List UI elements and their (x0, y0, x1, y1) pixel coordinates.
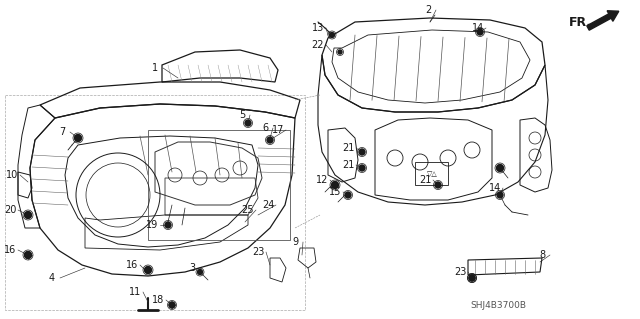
Circle shape (359, 165, 365, 171)
Circle shape (497, 165, 504, 172)
Text: 1: 1 (152, 63, 158, 73)
Text: 8: 8 (539, 250, 545, 260)
Circle shape (338, 50, 342, 54)
Text: 21: 21 (419, 175, 431, 185)
Text: 5: 5 (239, 110, 245, 120)
Circle shape (24, 251, 31, 258)
Circle shape (267, 137, 273, 143)
Circle shape (245, 120, 251, 126)
Text: 25: 25 (242, 205, 254, 215)
Text: 10: 10 (6, 170, 18, 180)
Text: 4: 4 (49, 273, 55, 283)
Circle shape (359, 149, 365, 155)
Circle shape (330, 33, 335, 38)
Circle shape (497, 192, 503, 198)
FancyArrow shape (587, 11, 619, 30)
Text: 24: 24 (262, 200, 274, 210)
Text: 19: 19 (146, 220, 158, 230)
Circle shape (165, 222, 171, 228)
Circle shape (469, 275, 475, 281)
Text: 22: 22 (312, 40, 324, 50)
Circle shape (74, 135, 81, 142)
Text: 11: 11 (129, 287, 141, 297)
Circle shape (198, 270, 202, 275)
Circle shape (24, 211, 31, 219)
Text: 23: 23 (252, 247, 264, 257)
Circle shape (345, 192, 351, 198)
Text: 2: 2 (425, 5, 431, 15)
Circle shape (477, 29, 483, 35)
Text: 16: 16 (126, 260, 138, 270)
Text: FR.: FR. (568, 16, 591, 28)
Text: 9: 9 (292, 237, 298, 247)
Text: 20: 20 (4, 205, 16, 215)
Text: 14: 14 (489, 183, 501, 193)
Text: 16: 16 (4, 245, 16, 255)
Text: 17: 17 (272, 125, 284, 135)
Text: 12: 12 (316, 175, 328, 185)
Text: 21: 21 (342, 160, 354, 170)
Circle shape (332, 182, 339, 189)
Text: SHJ4B3700B: SHJ4B3700B (470, 300, 526, 309)
Text: 18: 18 (152, 295, 164, 305)
Text: 13: 13 (312, 23, 324, 33)
Text: 6: 6 (262, 123, 268, 133)
Text: ▽△: ▽△ (427, 171, 437, 177)
Text: 15: 15 (329, 187, 341, 197)
Text: 7: 7 (59, 127, 65, 137)
Text: 21: 21 (342, 143, 354, 153)
Circle shape (435, 182, 441, 188)
Circle shape (469, 275, 475, 281)
Text: 14: 14 (472, 23, 484, 33)
Circle shape (145, 266, 152, 273)
Text: 3: 3 (189, 263, 195, 273)
Text: 23: 23 (454, 267, 466, 277)
Circle shape (169, 302, 175, 308)
